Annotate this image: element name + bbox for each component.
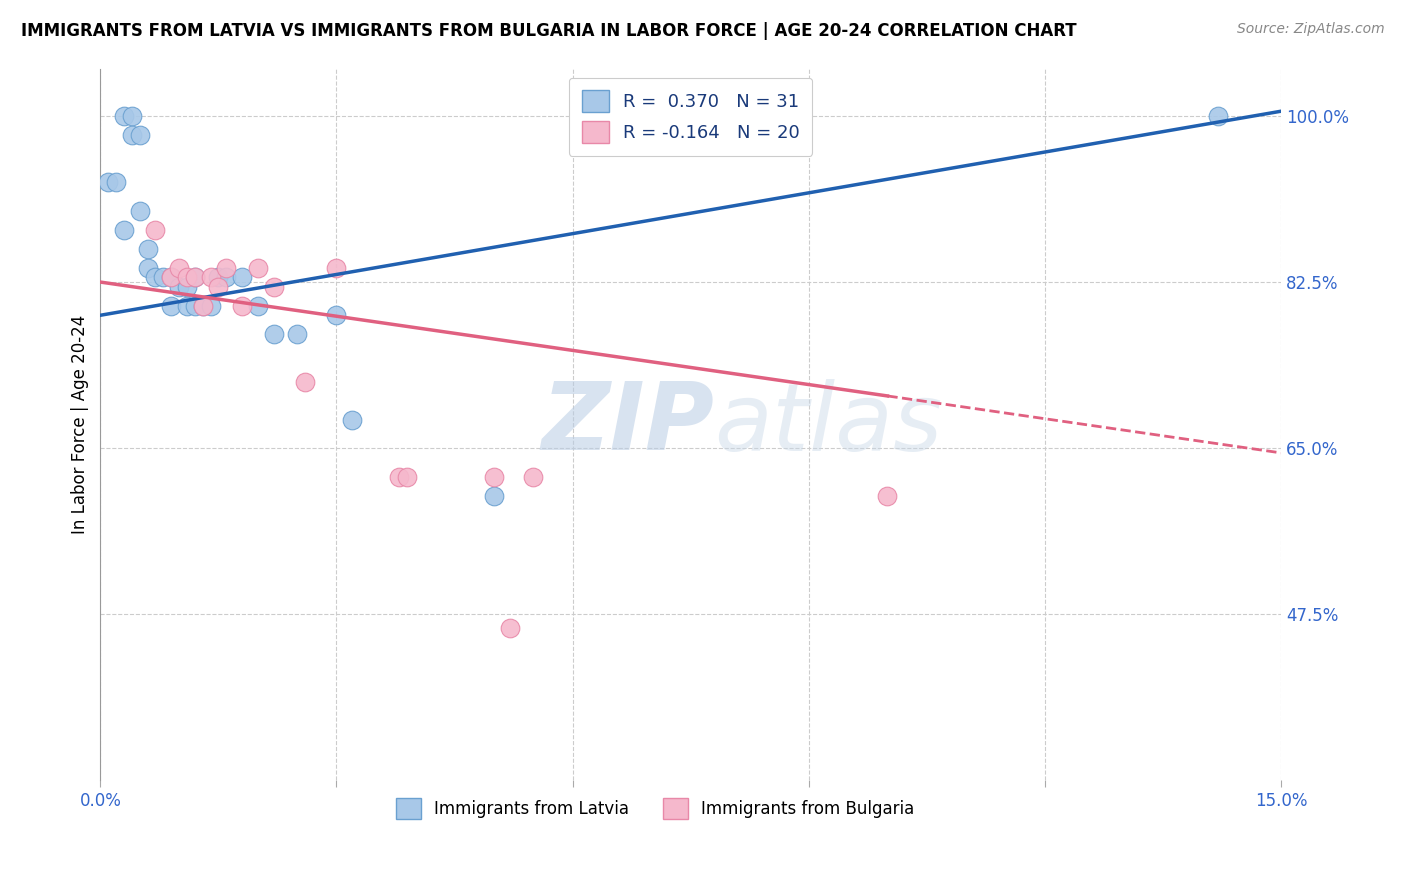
Point bbox=[325, 308, 347, 322]
Point bbox=[231, 270, 253, 285]
Point bbox=[482, 489, 505, 503]
Point bbox=[97, 175, 120, 189]
Point bbox=[200, 299, 222, 313]
Text: ZIP: ZIP bbox=[541, 378, 714, 470]
Point bbox=[231, 299, 253, 313]
Point bbox=[136, 260, 159, 275]
Point bbox=[191, 299, 214, 313]
Point bbox=[128, 203, 150, 218]
Text: atlas: atlas bbox=[714, 379, 942, 470]
Point bbox=[184, 270, 207, 285]
Point bbox=[112, 109, 135, 123]
Point bbox=[121, 128, 143, 142]
Point bbox=[152, 270, 174, 285]
Point bbox=[388, 469, 411, 483]
Y-axis label: In Labor Force | Age 20-24: In Labor Force | Age 20-24 bbox=[72, 315, 89, 534]
Point bbox=[176, 280, 198, 294]
Point bbox=[215, 270, 238, 285]
Point bbox=[121, 109, 143, 123]
Point bbox=[145, 270, 167, 285]
Point bbox=[128, 128, 150, 142]
Point bbox=[482, 469, 505, 483]
Point bbox=[167, 260, 190, 275]
Point bbox=[184, 270, 207, 285]
Point bbox=[207, 270, 229, 285]
Point bbox=[325, 260, 347, 275]
Point bbox=[112, 223, 135, 237]
Point bbox=[191, 299, 214, 313]
Point bbox=[184, 299, 207, 313]
Point bbox=[136, 242, 159, 256]
Text: Source: ZipAtlas.com: Source: ZipAtlas.com bbox=[1237, 22, 1385, 37]
Point bbox=[160, 270, 183, 285]
Legend: Immigrants from Latvia, Immigrants from Bulgaria: Immigrants from Latvia, Immigrants from … bbox=[389, 792, 921, 825]
Point bbox=[176, 270, 198, 285]
Point bbox=[145, 223, 167, 237]
Point bbox=[294, 375, 316, 389]
Point bbox=[105, 175, 128, 189]
Point bbox=[396, 469, 419, 483]
Point bbox=[342, 412, 364, 426]
Point bbox=[160, 299, 183, 313]
Point bbox=[876, 489, 898, 503]
Point bbox=[263, 280, 285, 294]
Point bbox=[200, 270, 222, 285]
Point bbox=[215, 260, 238, 275]
Point bbox=[285, 327, 308, 342]
Point bbox=[167, 280, 190, 294]
Point bbox=[207, 280, 229, 294]
Point bbox=[263, 327, 285, 342]
Point bbox=[522, 469, 544, 483]
Point bbox=[1206, 109, 1229, 123]
Text: IMMIGRANTS FROM LATVIA VS IMMIGRANTS FROM BULGARIA IN LABOR FORCE | AGE 20-24 CO: IMMIGRANTS FROM LATVIA VS IMMIGRANTS FRO… bbox=[21, 22, 1077, 40]
Point bbox=[176, 299, 198, 313]
Point bbox=[160, 270, 183, 285]
Point bbox=[246, 299, 269, 313]
Point bbox=[246, 260, 269, 275]
Point bbox=[498, 622, 520, 636]
